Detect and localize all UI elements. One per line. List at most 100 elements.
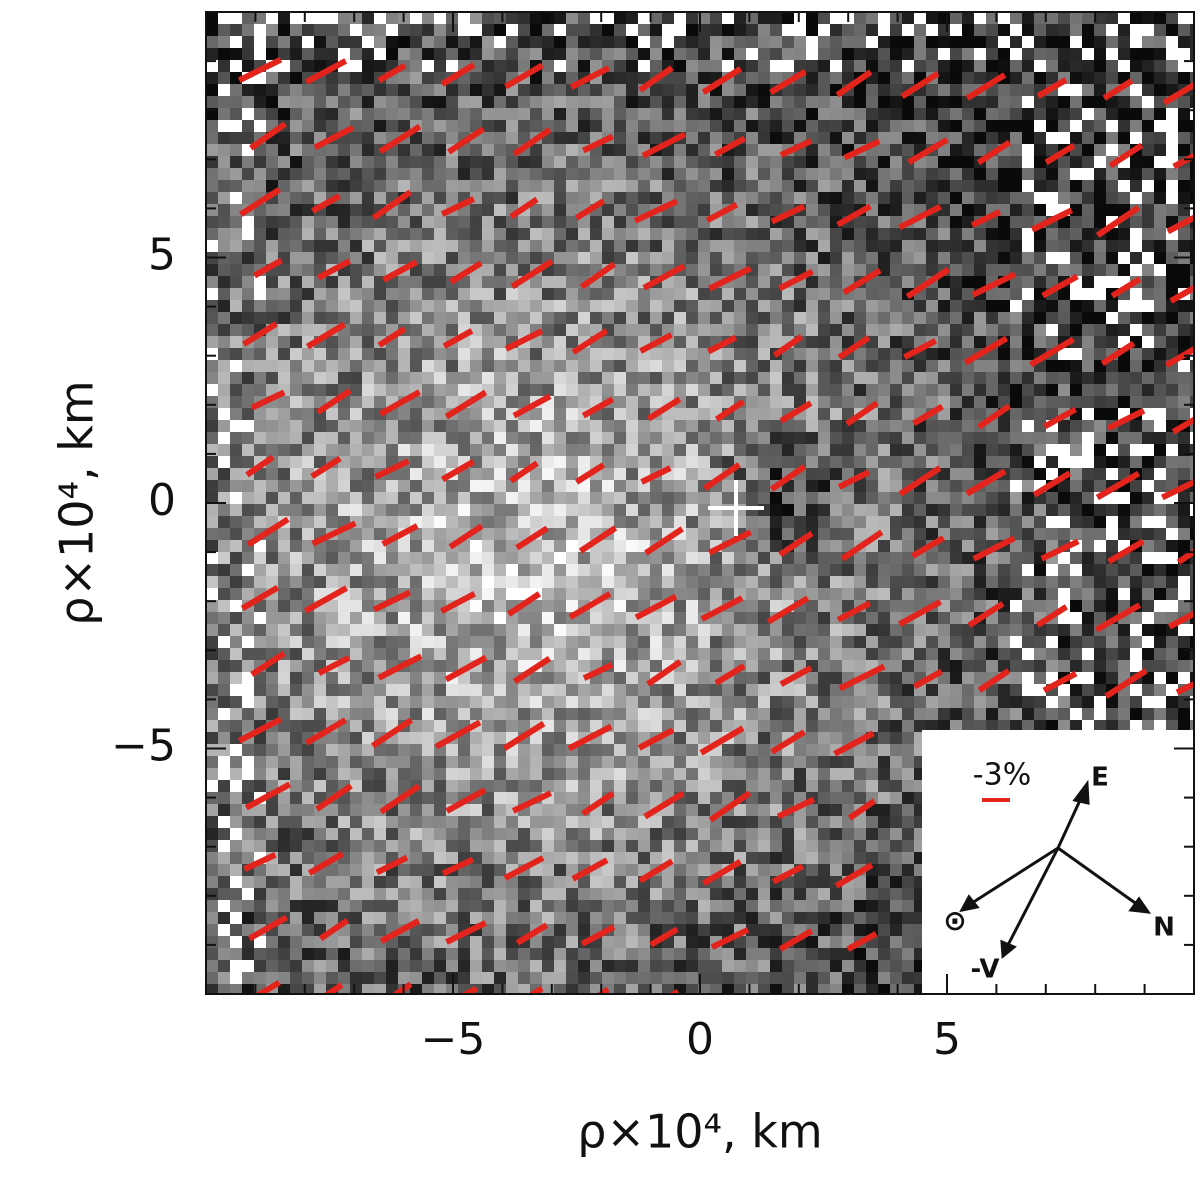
- pixel: [458, 516, 470, 528]
- pixel: [626, 192, 638, 204]
- pixel: [614, 444, 626, 456]
- pixel: [638, 288, 650, 300]
- pixel: [1094, 156, 1106, 168]
- pixel: [290, 492, 302, 504]
- pixel: [290, 600, 302, 612]
- pixel: [1154, 48, 1166, 60]
- pixel: [998, 516, 1010, 528]
- pixel: [686, 96, 698, 108]
- pixel: [602, 252, 614, 264]
- pixel: [242, 360, 254, 372]
- pixel: [290, 516, 302, 528]
- pixel: [878, 720, 890, 732]
- pixel: [722, 576, 734, 588]
- pixel: [1154, 660, 1166, 672]
- pixel: [470, 408, 482, 420]
- pixel: [1190, 72, 1194, 84]
- pixel: [434, 168, 446, 180]
- pixel: [1058, 528, 1070, 540]
- pixel: [686, 156, 698, 168]
- pixel: [662, 312, 674, 324]
- pixel: [626, 252, 638, 264]
- pixel: [1070, 132, 1082, 144]
- pixel: [974, 504, 986, 516]
- pixel: [674, 648, 686, 660]
- pixel: [914, 252, 926, 264]
- pixel: [914, 180, 926, 192]
- pixel: [626, 348, 638, 360]
- pixel: [758, 312, 770, 324]
- pixel: [554, 636, 566, 648]
- pixel: [374, 84, 386, 96]
- pixel: [926, 504, 938, 516]
- pixel: [890, 648, 902, 660]
- pixel: [1178, 180, 1190, 192]
- pixel: [854, 492, 866, 504]
- pixel: [446, 156, 458, 168]
- pixel: [986, 228, 998, 240]
- pixel: [950, 468, 962, 480]
- pixel: [854, 36, 866, 48]
- pixel: [722, 480, 734, 492]
- pixel: [722, 156, 734, 168]
- pixel: [842, 408, 854, 420]
- pixel: [242, 48, 254, 60]
- pixel: [362, 456, 374, 468]
- pixel: [422, 492, 434, 504]
- pixel: [842, 456, 854, 468]
- pixel: [566, 504, 578, 516]
- pixel: [998, 180, 1010, 192]
- pixel: [626, 564, 638, 576]
- pixel: [326, 156, 338, 168]
- pixel: [242, 228, 254, 240]
- pixel: [518, 192, 530, 204]
- pixel: [422, 612, 434, 624]
- pixel: [854, 48, 866, 60]
- pixel: [278, 420, 290, 432]
- pixel: [1070, 12, 1082, 24]
- pixel: [218, 240, 230, 252]
- pixel: [1118, 456, 1130, 468]
- pixel: [1022, 672, 1034, 684]
- pixel: [770, 672, 782, 684]
- pixel: [398, 180, 410, 192]
- pixel: [902, 204, 914, 216]
- pixel: [914, 372, 926, 384]
- pixel: [230, 708, 242, 720]
- pixel: [230, 396, 242, 408]
- pixel: [230, 132, 242, 144]
- pixel: [806, 36, 818, 48]
- pixel: [746, 612, 758, 624]
- pixel: [698, 660, 710, 672]
- pixel: [566, 552, 578, 564]
- pixel: [950, 276, 962, 288]
- pixel: [350, 432, 362, 444]
- pixel: [206, 72, 218, 84]
- pixel: [326, 600, 338, 612]
- pixel: [662, 636, 674, 648]
- pixel: [278, 288, 290, 300]
- pixel: [326, 564, 338, 576]
- pixel: [1190, 288, 1194, 300]
- pixel: [242, 636, 254, 648]
- pixel: [986, 516, 998, 528]
- pixel: [914, 168, 926, 180]
- pixel: [590, 432, 602, 444]
- pixel: [902, 588, 914, 600]
- pixel: [446, 552, 458, 564]
- pixel: [1022, 216, 1034, 228]
- pixel: [338, 276, 350, 288]
- pixel: [1154, 696, 1166, 708]
- pixel: [206, 120, 218, 132]
- pixel: [590, 288, 602, 300]
- pixel: [902, 144, 914, 156]
- pixel: [1094, 660, 1106, 672]
- pixel: [290, 36, 302, 48]
- pixel: [506, 588, 518, 600]
- pixel: [494, 360, 506, 372]
- pixel: [386, 48, 398, 60]
- pixel: [746, 564, 758, 576]
- pixel: [314, 360, 326, 372]
- pixel: [350, 732, 362, 744]
- pixel: [902, 660, 914, 672]
